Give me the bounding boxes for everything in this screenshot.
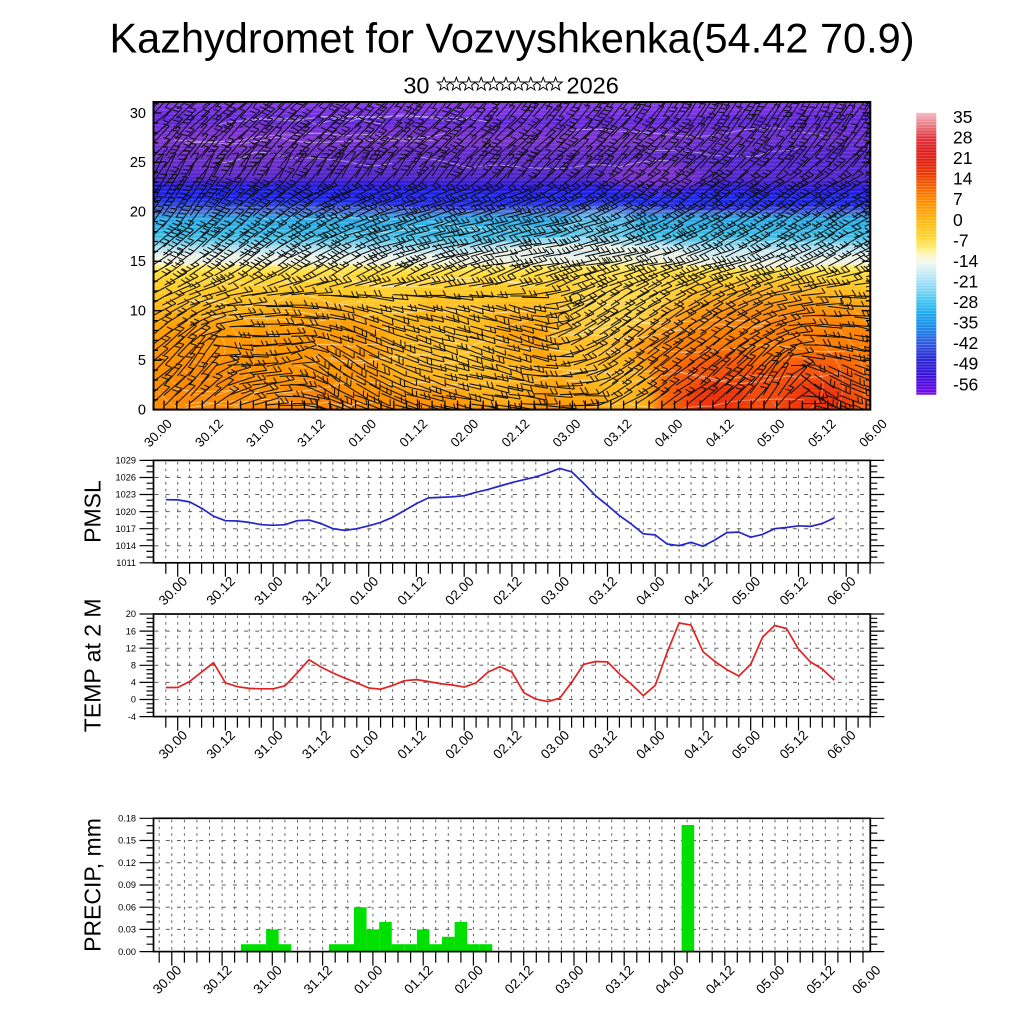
- svg-text:10: 10: [130, 304, 146, 320]
- svg-text:PRECIP, mm: PRECIP, mm: [80, 818, 106, 952]
- svg-text:25: 25: [130, 155, 146, 171]
- svg-text:12: 12: [126, 643, 136, 653]
- svg-text:16: 16: [126, 626, 136, 636]
- svg-text:1029: 1029: [116, 456, 136, 466]
- svg-text:2026: 2026: [567, 73, 619, 99]
- svg-text:20: 20: [130, 205, 146, 221]
- svg-text:-4: -4: [128, 712, 136, 722]
- svg-text:4: 4: [131, 678, 136, 688]
- svg-text:1014: 1014: [116, 541, 136, 551]
- svg-text:8: 8: [131, 661, 136, 671]
- svg-text:21: 21: [953, 148, 972, 168]
- svg-text:1011: 1011: [116, 558, 136, 568]
- svg-text:7: 7: [953, 189, 963, 209]
- svg-text:0.18: 0.18: [118, 814, 136, 824]
- svg-text:-28: -28: [953, 292, 978, 312]
- svg-text:35: 35: [953, 107, 972, 127]
- svg-text:0: 0: [138, 402, 146, 418]
- svg-text:30: 30: [130, 106, 146, 122]
- svg-text:Kazhydromet for Vozvyshkenka(5: Kazhydromet for Vozvyshkenka(54.42 70.9): [109, 15, 914, 62]
- svg-text:14: 14: [953, 169, 973, 189]
- svg-text:5: 5: [138, 353, 146, 369]
- svg-text:1020: 1020: [116, 507, 136, 517]
- svg-text:0: 0: [953, 210, 963, 230]
- svg-text:0.09: 0.09: [118, 880, 136, 890]
- svg-text:1026: 1026: [116, 473, 136, 483]
- svg-text:-7: -7: [953, 230, 969, 250]
- svg-text:-42: -42: [953, 333, 978, 353]
- svg-text:-49: -49: [953, 354, 978, 374]
- svg-text:0.15: 0.15: [118, 836, 136, 846]
- svg-text:0.03: 0.03: [118, 925, 136, 935]
- svg-text:30: 30: [403, 73, 429, 99]
- svg-text:-21: -21: [953, 272, 978, 292]
- svg-text:0.06: 0.06: [118, 902, 136, 912]
- svg-text:15: 15: [130, 254, 146, 270]
- svg-text:1017: 1017: [116, 524, 136, 534]
- svg-text:PMSL: PMSL: [80, 480, 106, 543]
- svg-text:28: 28: [953, 128, 972, 148]
- svg-text:0: 0: [131, 695, 136, 705]
- svg-text:TEMP at 2 M: TEMP at 2 M: [80, 598, 106, 732]
- svg-text:0.00: 0.00: [118, 947, 136, 957]
- svg-text:20: 20: [126, 609, 136, 619]
- svg-text:0.12: 0.12: [118, 858, 136, 868]
- svg-text:-35: -35: [953, 313, 978, 333]
- svg-text:-14: -14: [953, 251, 979, 271]
- svg-text:-56: -56: [953, 374, 978, 394]
- svg-text:1023: 1023: [116, 490, 136, 500]
